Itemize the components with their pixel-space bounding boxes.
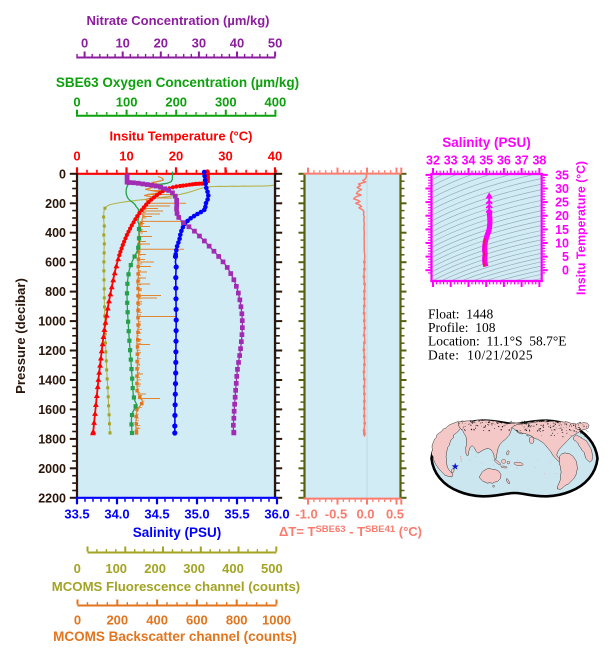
svg-text:0.5: 0.5: [386, 507, 404, 522]
svg-text:25: 25: [555, 196, 569, 210]
svg-text:SBE63 Oxygen Concentration (µm: SBE63 Oxygen Concentration (µm/kg): [56, 75, 299, 90]
svg-text:300: 300: [183, 561, 205, 576]
svg-text:MCOMS Backscatter channel (cou: MCOMS Backscatter channel (counts): [53, 629, 297, 644]
svg-text:1800: 1800: [38, 432, 66, 446]
svg-text:0: 0: [562, 264, 569, 278]
svg-text:5: 5: [562, 250, 569, 264]
svg-text:Salinity (PSU): Salinity (PSU): [442, 135, 531, 150]
svg-text:15: 15: [555, 223, 569, 237]
svg-text:100: 100: [116, 95, 138, 110]
svg-text:Insitu Temperature (°C): Insitu Temperature (°C): [574, 161, 588, 295]
svg-text:10: 10: [119, 149, 133, 164]
svg-text:35: 35: [555, 168, 569, 182]
svg-text:200: 200: [165, 95, 187, 110]
svg-text:34.0: 34.0: [104, 507, 129, 522]
svg-text:30: 30: [555, 182, 569, 196]
svg-text:1000: 1000: [38, 315, 66, 329]
svg-text:Profile: 108: Profile: 108: [428, 320, 496, 335]
svg-text:400: 400: [265, 95, 287, 110]
svg-text:400: 400: [45, 226, 66, 240]
svg-text:1400: 1400: [38, 374, 66, 388]
svg-text:37: 37: [515, 154, 529, 168]
svg-text:35.5: 35.5: [224, 507, 249, 522]
svg-text:600: 600: [186, 613, 208, 628]
svg-text:600: 600: [45, 256, 66, 270]
svg-text:38: 38: [532, 154, 546, 168]
svg-text:50: 50: [268, 36, 282, 51]
svg-text:300: 300: [215, 95, 237, 110]
svg-text:40: 40: [268, 149, 282, 164]
svg-text:34.5: 34.5: [144, 507, 169, 522]
svg-text:20: 20: [154, 36, 168, 51]
svg-text:Float: 1448: Float: 1448: [428, 306, 494, 321]
svg-text:36.0: 36.0: [264, 507, 289, 522]
svg-text:800: 800: [226, 613, 248, 628]
svg-text:Location: 11.1°S 58.7°E: Location: 11.1°S 58.7°E: [428, 334, 567, 349]
svg-text:0: 0: [74, 561, 81, 576]
svg-text:0: 0: [73, 95, 80, 110]
svg-text:20: 20: [169, 149, 183, 164]
svg-text:400: 400: [222, 561, 244, 576]
svg-text:200: 200: [144, 561, 166, 576]
svg-text:Nitrate Concentration (µm/kg): Nitrate Concentration (µm/kg): [86, 13, 269, 28]
svg-text:Date: 10/21/2025: Date: 10/21/2025: [428, 347, 533, 362]
svg-text:MCOMS Fluorescence channel (co: MCOMS Fluorescence channel (counts): [52, 579, 300, 594]
svg-text:200: 200: [106, 613, 128, 628]
svg-text:0: 0: [74, 613, 81, 628]
svg-text:400: 400: [146, 613, 168, 628]
svg-text:35.0: 35.0: [184, 507, 209, 522]
svg-text:35: 35: [479, 154, 493, 168]
svg-text:2200: 2200: [38, 491, 66, 505]
svg-text:2000: 2000: [38, 462, 66, 476]
svg-text:40: 40: [230, 36, 244, 51]
svg-text:0.0: 0.0: [356, 507, 374, 522]
svg-text:1600: 1600: [38, 403, 66, 417]
svg-text:33.5: 33.5: [64, 507, 89, 522]
svg-text:100: 100: [105, 561, 127, 576]
svg-text:0: 0: [73, 149, 80, 164]
svg-text:1200: 1200: [38, 344, 66, 358]
svg-text:1000: 1000: [262, 613, 291, 628]
svg-text:200: 200: [45, 197, 66, 211]
svg-text:0: 0: [59, 167, 66, 181]
svg-text:20: 20: [555, 209, 569, 223]
svg-text:0: 0: [81, 36, 88, 51]
svg-text:500: 500: [261, 561, 283, 576]
svg-text:33: 33: [444, 154, 458, 168]
svg-text:10: 10: [555, 237, 569, 251]
svg-text:-0.5: -0.5: [325, 507, 347, 522]
svg-text:30: 30: [192, 36, 206, 51]
svg-text:30: 30: [218, 149, 232, 164]
svg-text:ΔT= TSBE63 - TSBE41 (°C): ΔT= TSBE63 - TSBE41 (°C): [279, 524, 422, 539]
svg-text:34: 34: [462, 154, 476, 168]
svg-text:Pressure (decibar): Pressure (decibar): [13, 278, 28, 394]
svg-text:36: 36: [497, 154, 511, 168]
svg-text:Salinity (PSU): Salinity (PSU): [133, 525, 222, 540]
svg-text:32: 32: [426, 154, 440, 168]
svg-text:10: 10: [115, 36, 129, 51]
svg-text:800: 800: [45, 285, 66, 299]
svg-text:Insitu Temperature (°C): Insitu Temperature (°C): [110, 129, 253, 144]
svg-text:-1.0: -1.0: [295, 507, 317, 522]
